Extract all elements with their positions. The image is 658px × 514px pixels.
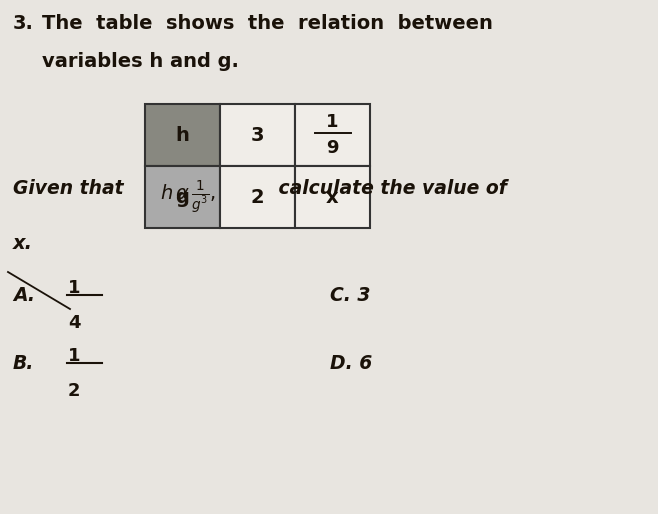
Bar: [145, 104, 220, 166]
Text: x: x: [326, 188, 339, 207]
Text: 1: 1: [68, 347, 80, 365]
Text: g: g: [176, 188, 190, 207]
Text: 2: 2: [68, 382, 80, 400]
Text: A.: A.: [13, 286, 35, 305]
Text: B.: B.: [13, 354, 34, 373]
Text: 9: 9: [326, 139, 339, 157]
Text: 1: 1: [326, 113, 339, 131]
Bar: [295, 166, 370, 228]
Text: h: h: [176, 125, 190, 144]
Bar: [145, 166, 220, 228]
Text: C. 3: C. 3: [330, 286, 370, 305]
Text: 1: 1: [68, 279, 80, 297]
Text: variables h and g.: variables h and g.: [42, 52, 239, 71]
Text: 4: 4: [68, 314, 80, 332]
Text: 2: 2: [251, 188, 265, 207]
Text: D. 6: D. 6: [330, 354, 372, 373]
Text: x.: x.: [13, 234, 33, 253]
Text: 3: 3: [251, 125, 265, 144]
Bar: [295, 104, 370, 166]
Text: The  table  shows  the  relation  between: The table shows the relation between: [42, 14, 493, 33]
Text: Given that: Given that: [13, 179, 130, 198]
Text: $h\,\alpha\,\frac{1}{g^3},$: $h\,\alpha\,\frac{1}{g^3},$: [160, 179, 216, 215]
Bar: [220, 166, 295, 228]
Bar: [220, 104, 295, 166]
Text: calculate the value of: calculate the value of: [272, 179, 507, 198]
Text: 3.: 3.: [13, 14, 34, 33]
